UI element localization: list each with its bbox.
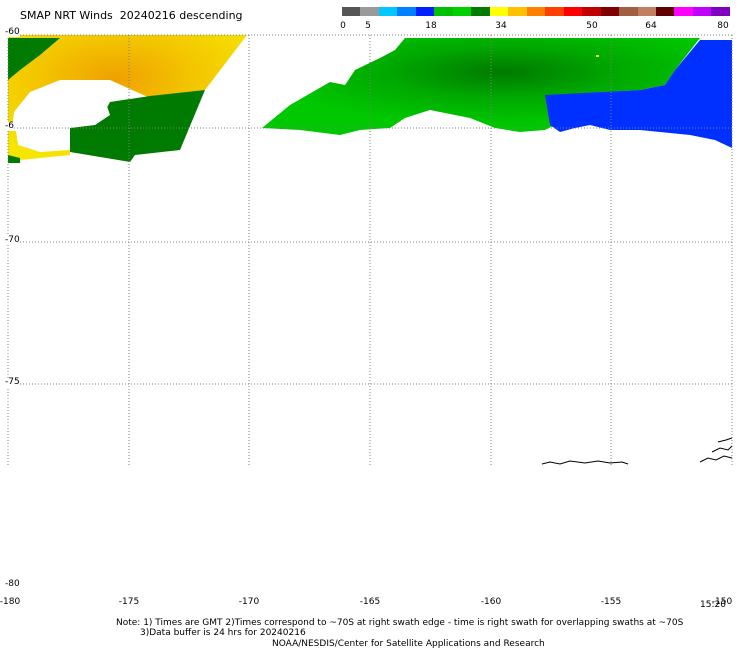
colorbar-segment [545,7,564,16]
colorbar-segment [434,7,453,16]
colorbar-segment [415,7,435,16]
wind-swath-yellow [8,35,247,160]
lon-label-170: -170 [238,597,260,607]
colorbar-segment [619,7,638,16]
lat-label-70: -70 [5,235,20,245]
lon-label-155: -155 [600,597,622,607]
wind-max-speck [596,55,599,57]
colorbar-label-50: 50 [586,21,598,31]
colorbar-segment [711,7,730,16]
colorbar-segment [342,7,361,16]
wind-swath-green-corner [8,155,20,163]
colorbar-segment [452,7,472,16]
colorbar-label-64: 64 [645,21,657,31]
note-line-3: NOAA/NESDIS/Center for Satellite Applica… [272,639,545,649]
colorbar [342,7,730,16]
lon-label-165: -165 [359,597,381,607]
coastline [541,437,733,465]
lat-label-80: -80 [5,579,20,589]
colorbar-label-80: 80 [717,21,729,31]
colorbar-segment [471,7,490,16]
colorbar-segment [563,7,583,16]
colorbar-segment [692,7,712,16]
lat-label-65-partial: -6 [5,121,14,131]
lat-label-75: -75 [5,377,20,387]
colorbar-segment [508,7,527,16]
graticule [7,34,733,465]
colorbar-segment [397,7,416,16]
colorbar-label-5: 5 [365,21,371,31]
wind-swath-green-right [262,38,700,135]
colorbar-segment [674,7,693,16]
map-title: SMAP NRT Winds 20240216 descending [20,9,243,22]
colorbar-segment [489,7,509,16]
colorbar-segment [360,7,379,16]
lon-label-180: -180 [0,597,21,607]
colorbar-label-0: 0 [340,21,346,31]
colorbar-segment [655,7,675,16]
lon-label-150: -150 [711,597,733,607]
colorbar-segment [600,7,620,16]
wind-swath-blue [545,40,732,148]
note-line-2: 3)Data buffer is 24 hrs for 20240216 [140,628,306,638]
colorbar-segment [526,7,546,16]
wind-swath-green-center [70,90,205,162]
swath-time-label: 15:20 [700,600,726,610]
colorbar-segment [582,7,601,16]
data-gap-hole [15,90,110,152]
lon-label-175: -175 [118,597,140,607]
colorbar-segment [637,7,656,16]
lat-label-60: -60 [5,27,20,37]
colorbar-label-34: 34 [495,21,507,31]
colorbar-label-18: 18 [425,21,437,31]
note-line-1: Note: 1) Times are GMT 2)Times correspon… [116,618,684,628]
lon-label-160: -160 [480,597,502,607]
colorbar-segment [378,7,398,16]
wind-swath-green-topleft [8,38,60,80]
